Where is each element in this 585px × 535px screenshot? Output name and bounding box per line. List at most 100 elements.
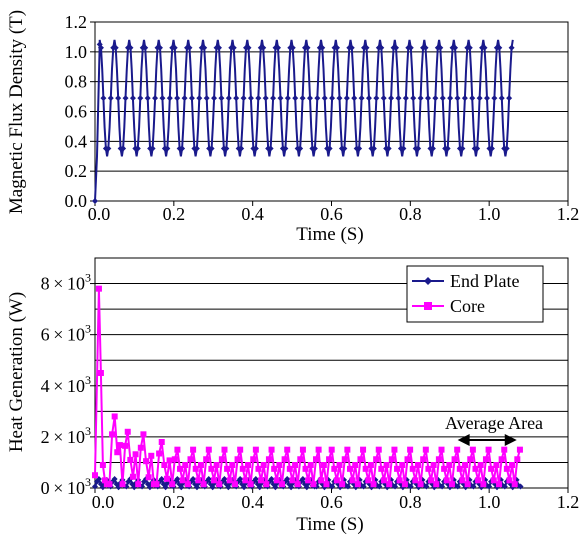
flux-point	[282, 145, 289, 152]
flux-x-tick-label: 0.8	[399, 204, 422, 224]
flux-point	[201, 44, 208, 51]
core-point	[362, 465, 369, 472]
end-plate-point	[392, 483, 399, 490]
end-plate-point	[486, 483, 493, 490]
core-point	[333, 477, 340, 484]
core-point	[276, 462, 283, 468]
heat-x-tick-label: 1.0	[478, 492, 501, 512]
core-point	[203, 456, 210, 463]
heat-series	[92, 285, 524, 491]
core-point	[464, 481, 471, 488]
core-point	[394, 465, 401, 472]
end-plate-point	[221, 476, 228, 483]
flux-point	[444, 145, 451, 152]
core-point	[234, 456, 241, 463]
core-point	[195, 477, 202, 484]
flux-point	[166, 95, 173, 102]
flux-point	[461, 95, 468, 102]
flux-point	[348, 44, 355, 51]
flux-point	[208, 145, 215, 152]
core-point	[252, 446, 259, 453]
flux-point	[424, 95, 431, 102]
flux-point	[262, 95, 269, 102]
flux-point	[267, 145, 274, 152]
flux-point	[363, 44, 370, 51]
core-point	[297, 456, 304, 463]
legend-core-label: Core	[450, 296, 485, 316]
flux-point	[230, 44, 237, 51]
flux-y-tick-label: 1.0	[65, 42, 88, 62]
end-plate-point	[454, 483, 461, 490]
core-point	[373, 456, 380, 463]
core-point	[292, 462, 299, 468]
heat-x-tick-label: 0.4	[241, 492, 264, 512]
core-point	[312, 456, 319, 463]
flux-point	[454, 95, 461, 102]
flux-point	[179, 145, 186, 152]
core-point	[448, 481, 455, 488]
core-point	[213, 462, 220, 468]
core-point	[171, 456, 178, 463]
flux-series	[92, 39, 515, 204]
core-point	[428, 477, 435, 484]
flux-y-tick-label: 0.8	[65, 72, 88, 92]
flux-point	[115, 95, 122, 102]
core-point	[391, 446, 398, 453]
core-point	[190, 446, 197, 453]
end-plate-point	[225, 484, 232, 491]
end-plate-point	[407, 483, 414, 490]
core-point	[174, 446, 181, 453]
core-point	[488, 465, 495, 472]
core-point	[148, 452, 155, 459]
core-point	[482, 456, 489, 463]
flux-point	[503, 145, 510, 152]
flux-point	[152, 95, 159, 102]
flux-point	[400, 145, 407, 152]
core-point	[258, 477, 265, 484]
flux-point	[225, 95, 232, 102]
flux-y-tick-label: 0.2	[65, 161, 88, 181]
flux-point	[370, 145, 377, 152]
flux-point	[92, 198, 98, 204]
heat-x-tick-label: 0.2	[163, 492, 186, 512]
core-point	[365, 477, 372, 484]
end-plate-point	[162, 484, 169, 491]
end-plate-point	[288, 484, 295, 491]
core-point	[205, 446, 212, 453]
flux-x-tick-label: 1.2	[557, 204, 580, 224]
core-point	[446, 462, 453, 468]
flux-point	[422, 44, 429, 51]
core-point	[501, 446, 508, 453]
flux-point	[144, 95, 151, 102]
end-plate-point	[303, 484, 310, 491]
end-plate-point	[360, 483, 367, 490]
core-point	[237, 446, 244, 453]
core-point	[315, 446, 322, 453]
core-point	[370, 481, 377, 488]
core-point	[242, 477, 249, 484]
end-plate-point	[470, 483, 477, 490]
end-plate-point	[92, 483, 98, 490]
flux-point	[506, 95, 513, 102]
flux-point	[314, 95, 321, 102]
flux-point	[373, 95, 380, 102]
flux-point	[127, 44, 134, 51]
core-point	[145, 474, 152, 481]
core-point	[346, 465, 353, 472]
core-point	[341, 456, 348, 463]
core-point	[404, 456, 411, 463]
end-plate-point	[439, 483, 446, 490]
core-point	[378, 465, 385, 472]
end-plate-point	[111, 476, 118, 483]
flux-point	[112, 44, 119, 51]
flux-point	[498, 95, 505, 102]
end-plate-point	[190, 476, 197, 483]
core-point	[226, 477, 233, 484]
flux-point	[429, 145, 436, 152]
flux-point	[402, 95, 409, 102]
flux-point	[439, 95, 446, 102]
flux-point	[496, 44, 503, 51]
core-point	[477, 462, 484, 468]
core-point	[255, 465, 262, 472]
core-point	[307, 462, 314, 468]
